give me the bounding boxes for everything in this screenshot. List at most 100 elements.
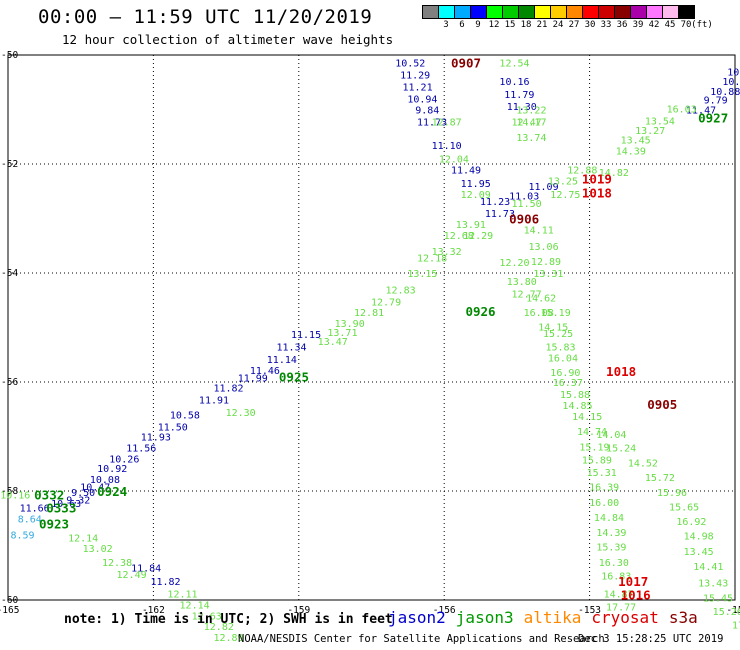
legend-label: 33 — [600, 20, 612, 30]
wave-height-label: 11.91 — [199, 395, 229, 406]
wave-height-label: 17.77 — [606, 603, 636, 614]
legend-label: 39 — [632, 20, 644, 30]
wave-height-label: 11.79 — [504, 90, 534, 101]
wave-height-color-legend: 3 6 9 12 15 18 21 24 27 30 33 36 39 42 45 70 (ft) — [422, 5, 740, 31]
legend-swatch — [678, 5, 695, 19]
legend-swatches — [422, 5, 740, 19]
wave-height-label: 13.54 — [645, 116, 675, 127]
legend-label: 45 — [664, 20, 676, 30]
pass-id-label: 1018 — [606, 364, 636, 379]
wave-height-label: 10.16 — [0, 490, 30, 501]
wave-height-label: 11.10 — [432, 141, 462, 152]
track-sentinel-0923: 8.64 8.59 — [10, 514, 41, 541]
legend-label: 36 — [616, 20, 628, 30]
map-border — [7, 54, 736, 601]
wave-height-label: 13.71 — [327, 328, 357, 339]
wave-height-label: 11.21 — [402, 83, 432, 94]
pass-id-label: 0907 — [451, 56, 481, 71]
wave-height-label: 11.03 — [509, 192, 539, 203]
wave-height-label: 9.32 — [66, 496, 90, 507]
wave-height-label: 14.15 — [538, 322, 568, 333]
wave-height-label: 11.09 — [529, 182, 559, 193]
wave-height-label: 10.63 — [51, 499, 81, 510]
legend-label: 15 — [504, 20, 516, 30]
legend-label: 27 — [568, 20, 580, 30]
units-note: note: 1) Time is in UTC; 2) SWH is in fe… — [64, 612, 393, 627]
wave-height-label: 16.90 — [550, 368, 580, 379]
wave-height-label: 11.14 — [267, 355, 297, 366]
track-jason3-1018: 14.04 15.24 14.52 15.72 15.96 15.65 16.92 14.98… — [596, 430, 740, 632]
pass-id-label: 0333 — [46, 500, 76, 515]
wave-height-label: 11.23 — [480, 197, 510, 208]
footer-credit: NOAA/NESDIS Center for Satellite Applica… — [238, 633, 605, 645]
wave-height-label: 16.03 — [667, 104, 697, 115]
wave-height-label: 10.29 — [722, 77, 740, 88]
wave-height-label: 10.92 — [97, 464, 127, 475]
wave-height-label: 12.63 — [192, 611, 222, 622]
latitude-tick-label: -56 — [1, 377, 18, 388]
wave-height-label: 15.72 — [645, 473, 675, 484]
map-grid — [8, 55, 735, 600]
wave-height-label: 12.14 — [180, 600, 210, 611]
pass-id-label: 0925 — [279, 370, 309, 385]
wave-height-label: 13.74 — [516, 133, 546, 144]
pass-id-label: 1019 — [582, 172, 612, 187]
latitude-tick-label: -52 — [1, 159, 18, 170]
wave-height-label: 15.25 — [543, 329, 573, 340]
wave-height-label: 15.26 — [713, 607, 740, 618]
wave-height-label: 11.30 — [507, 102, 537, 113]
wave-height-label: 11.82 — [150, 577, 180, 588]
wave-height-label: 15.45 — [703, 593, 733, 604]
wave-height-label: 11.46 — [250, 366, 280, 377]
wave-height-label: 14.04 — [596, 430, 626, 441]
track-jason2-0923: 11.84 11.82 — [131, 563, 180, 588]
satellite-name-altika: altika — [523, 608, 582, 627]
latitude-tick-label: -54 — [1, 268, 18, 279]
wave-height-label: 10.08 — [90, 475, 120, 486]
wave-height-label: 16.08 — [524, 308, 554, 319]
wave-height-label: 11.34 — [276, 343, 306, 354]
footer-timestamp: Dec 3 15:28:25 UTC 2019 — [578, 633, 724, 645]
legend-label: 12 — [488, 20, 500, 30]
satellite-tracks: 10.5211.2911.2110.949.8411.7311.1011.491… — [0, 59, 740, 644]
wave-height-label: 14.41 — [693, 562, 723, 573]
wave-height-label: 10.58 — [170, 411, 200, 422]
wave-height-label: 13.15 — [407, 269, 437, 280]
wave-height-label: 13.43 — [698, 579, 728, 590]
pass-id-label: 0906 — [509, 212, 539, 227]
wave-height-label: 11.50 — [158, 423, 188, 434]
wave-height-label: 10.26 — [109, 454, 139, 465]
wave-height-label: 12.79 — [371, 297, 401, 308]
map-axes: -165 -162 -159 -156 -153 -15 -50 -52 -54 -56 -58 -6… — [0, 50, 740, 616]
wave-height-label: 11.50 — [512, 199, 542, 210]
wave-height-label: 13.22 — [516, 106, 546, 117]
legend-label: 18 — [520, 20, 532, 30]
wave-height-label: 11.15 — [291, 330, 321, 341]
wave-height-label: 14.39 — [616, 146, 646, 157]
wave-height-label: 16.83 — [601, 571, 631, 582]
latitude-tick-label: -58 — [1, 486, 18, 497]
wave-height-label: 13.31 — [533, 269, 563, 280]
wave-height-label: 12.82 — [204, 622, 234, 633]
pass-id-label: 0905 — [647, 397, 677, 412]
wave-height-label: 10.52 — [395, 59, 425, 70]
wave-height-label: 13.02 — [83, 544, 113, 555]
wave-height-label: 12.89 — [531, 257, 561, 268]
wave-height-label: 15.65 — [669, 502, 699, 513]
wave-height-label: 10.94 — [407, 95, 437, 106]
wave-height-label: 12.29 — [463, 231, 493, 242]
track-jason3-0923: 10.1612.1413.0212.3812.4912.1112.1412.63… — [0, 490, 243, 644]
wave-height-label: 16.04 — [548, 353, 578, 364]
wave-height-label: 12.38 — [102, 558, 132, 569]
wave-height-label: 16.00 — [589, 498, 619, 509]
wave-height-label: 11.99 — [238, 374, 268, 385]
wave-height-label: 15.24 — [606, 443, 636, 454]
wave-height-label: 11.56 — [126, 443, 156, 454]
wave-height-label: 15.83 — [545, 343, 575, 354]
longitude-tick-label: -156 — [433, 605, 456, 616]
